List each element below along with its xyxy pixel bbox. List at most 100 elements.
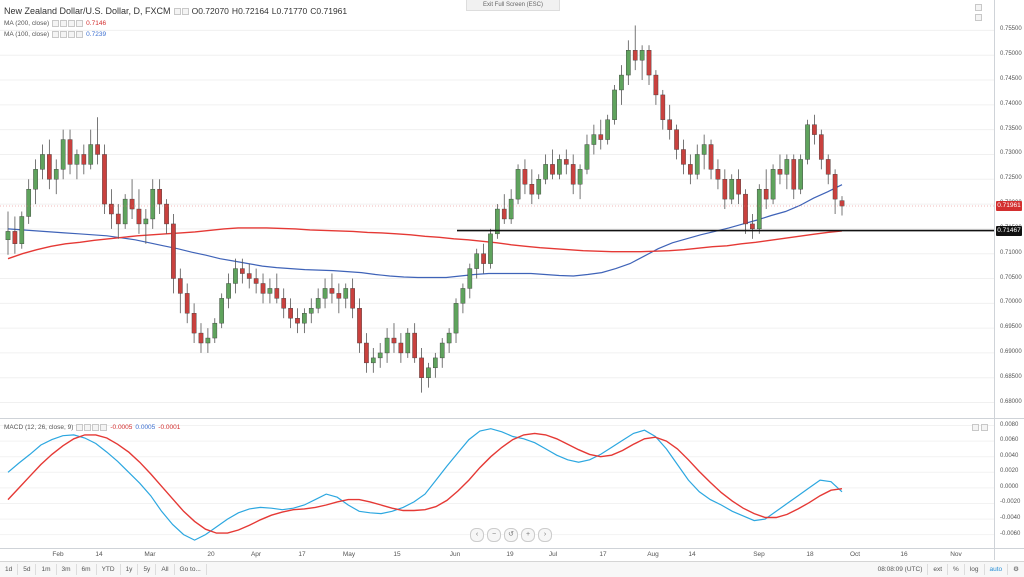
- timeframe-button[interactable]: 1y: [121, 564, 139, 575]
- price-tick-label: 0.74500: [1000, 76, 1022, 83]
- candle: [756, 184, 762, 234]
- price-tick-label: 0.70500: [1000, 274, 1022, 281]
- auto-scale-toggle[interactable]: auto: [983, 564, 1008, 575]
- candle: [467, 263, 473, 299]
- macd-line: [7, 428, 843, 541]
- candle: [122, 194, 128, 229]
- settings-icon[interactable]: [60, 20, 68, 27]
- candle-body-up: [302, 313, 307, 324]
- gear-icon[interactable]: ⚙: [1007, 564, 1024, 575]
- eye-icon[interactable]: [76, 424, 84, 431]
- candle-body-up: [474, 253, 480, 269]
- timeframe-button[interactable]: 3m: [57, 564, 77, 575]
- candle: [632, 25, 638, 71]
- time-tick-label: 19: [506, 551, 514, 558]
- candle-body-down: [481, 253, 486, 264]
- candle: [129, 179, 135, 219]
- main-pane-controls[interactable]: [975, 14, 982, 21]
- scroll-left-icon[interactable]: ‹: [470, 528, 484, 542]
- candle: [591, 124, 597, 155]
- macd-pane-controls[interactable]: [972, 424, 988, 431]
- timeframe-button[interactable]: 5d: [18, 564, 37, 575]
- candle: [522, 159, 528, 195]
- ma100-label[interactable]: MA (100, close): [4, 31, 50, 38]
- candle: [184, 283, 190, 324]
- eye-icon[interactable]: [52, 20, 60, 27]
- maximize-pane-icon[interactable]: [981, 424, 988, 431]
- settings-icon[interactable]: [60, 31, 68, 38]
- close-label: C: [310, 6, 317, 16]
- macd-label[interactable]: MACD (12, 26, close, 9): [4, 424, 74, 431]
- candle-body-up: [205, 337, 211, 344]
- source-icon[interactable]: [68, 20, 76, 27]
- top-right-controls[interactable]: [975, 4, 982, 11]
- candle: [191, 303, 197, 344]
- settings-icon[interactable]: [181, 7, 189, 15]
- symbol-title[interactable]: New Zealand Dollar/U.S. Dollar, D, FXCM: [4, 6, 171, 16]
- time-tick-label: Oct: [849, 551, 861, 558]
- candle-body-up: [433, 357, 438, 369]
- log-scale-toggle[interactable]: log: [963, 564, 984, 575]
- zoom-out-icon[interactable]: −: [487, 528, 501, 542]
- legend-buttons[interactable]: [173, 7, 189, 15]
- candle: [377, 343, 383, 368]
- move-up-icon[interactable]: [972, 424, 979, 431]
- settings-icon[interactable]: [84, 424, 92, 431]
- eye-icon[interactable]: [52, 31, 60, 38]
- ma100-buttons[interactable]: [52, 31, 84, 38]
- reset-chart-icon[interactable]: ↺: [504, 528, 518, 542]
- time-tick-label: Apr: [250, 551, 262, 558]
- chart-navigation[interactable]: ‹ − ↺ + ›: [470, 528, 552, 542]
- candle: [488, 228, 493, 269]
- price-tick-label: 0.72500: [1000, 175, 1022, 182]
- candle: [419, 347, 424, 393]
- timeframe-button[interactable]: All: [156, 564, 175, 575]
- close-icon[interactable]: [76, 20, 84, 27]
- candle: [322, 278, 328, 309]
- horizontal-line-tag: 0.71467: [996, 225, 1022, 236]
- percent-scale-toggle[interactable]: %: [947, 564, 964, 575]
- ma200-label[interactable]: MA (200, close): [4, 20, 50, 27]
- pane-separator[interactable]: [0, 418, 1024, 419]
- timeframe-button[interactable]: 1d: [0, 564, 19, 575]
- close-icon[interactable]: [100, 424, 108, 431]
- candle: [481, 243, 486, 274]
- candle-body-down: [646, 50, 652, 76]
- open-value: 0.72070: [198, 6, 229, 16]
- timeframe-button[interactable]: 6m: [77, 564, 97, 575]
- price-chart[interactable]: [0, 0, 994, 418]
- candle: [81, 144, 87, 175]
- candle: [784, 154, 790, 190]
- macd-buttons[interactable]: [76, 424, 108, 431]
- settings-icon[interactable]: [975, 4, 982, 11]
- utc-clock[interactable]: 08:08:09 (UTC): [877, 566, 923, 573]
- candle: [715, 159, 721, 190]
- candle: [701, 134, 707, 170]
- ma200-buttons[interactable]: [52, 20, 84, 27]
- extended-hours-toggle[interactable]: ext: [927, 564, 947, 575]
- candle-body-up: [557, 159, 562, 175]
- eye-icon[interactable]: [173, 7, 181, 15]
- candle-body-down: [329, 288, 335, 294]
- candle-body-up: [515, 169, 521, 200]
- candle-body-up: [88, 144, 94, 165]
- scroll-right-icon[interactable]: ›: [538, 528, 552, 542]
- candle-body-down: [253, 278, 259, 284]
- source-icon[interactable]: [68, 31, 76, 38]
- timeframe-button[interactable]: 1m: [36, 564, 57, 575]
- time-tick-label: Sep: [753, 551, 765, 558]
- zoom-in-icon[interactable]: +: [521, 528, 535, 542]
- candle: [102, 144, 107, 214]
- source-icon[interactable]: [92, 424, 100, 431]
- timeframe-button[interactable]: Go to...: [175, 564, 207, 575]
- candle-body-down: [743, 193, 748, 225]
- exit-fullscreen-button[interactable]: Exit Full Screen (ESC): [466, 0, 560, 11]
- candle-body-up: [233, 268, 238, 284]
- time-axis-top-border: [0, 548, 1024, 549]
- candle-body-down: [12, 231, 18, 244]
- timeframe-button[interactable]: YTD: [97, 564, 121, 575]
- timeframe-button[interactable]: 5y: [138, 564, 157, 575]
- close-icon[interactable]: [76, 31, 84, 38]
- time-tick-label: Aug: [647, 551, 659, 558]
- maximize-pane-icon[interactable]: [975, 14, 982, 21]
